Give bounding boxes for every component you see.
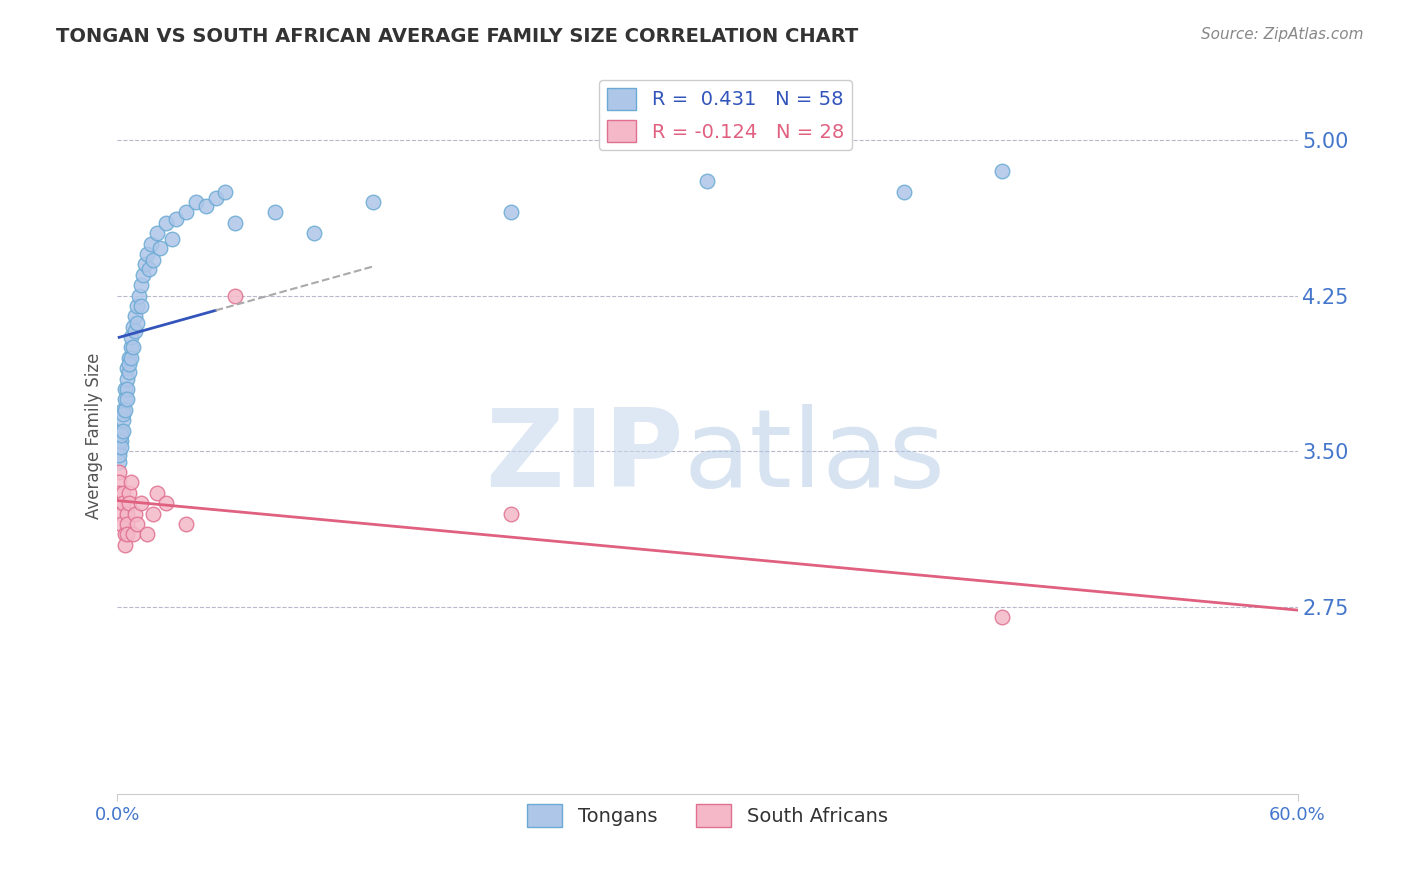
Point bbox=[204, 191, 226, 205]
Point bbox=[184, 195, 207, 210]
Point bbox=[112, 407, 135, 421]
Point bbox=[162, 232, 184, 246]
Point bbox=[135, 527, 157, 541]
Point bbox=[129, 496, 152, 510]
Point bbox=[114, 538, 136, 552]
Point bbox=[991, 610, 1014, 624]
Point bbox=[125, 516, 148, 531]
Point bbox=[129, 278, 152, 293]
Point bbox=[112, 424, 135, 438]
Point bbox=[194, 199, 217, 213]
Point bbox=[118, 496, 141, 510]
Point bbox=[118, 365, 141, 379]
Point bbox=[129, 299, 152, 313]
Point bbox=[110, 427, 132, 442]
Point bbox=[125, 299, 148, 313]
Point bbox=[155, 216, 177, 230]
Point bbox=[139, 236, 162, 251]
Point bbox=[142, 507, 165, 521]
Point bbox=[108, 434, 131, 448]
Point bbox=[893, 185, 915, 199]
Point bbox=[122, 319, 145, 334]
Point bbox=[124, 507, 146, 521]
Point bbox=[991, 164, 1014, 178]
Point bbox=[145, 486, 167, 500]
Point bbox=[112, 496, 135, 510]
Point bbox=[108, 444, 131, 458]
Point bbox=[115, 516, 138, 531]
Point bbox=[115, 392, 138, 407]
Point bbox=[120, 341, 142, 355]
Point bbox=[361, 195, 384, 210]
Point bbox=[142, 253, 165, 268]
Point bbox=[110, 424, 132, 438]
Point bbox=[108, 465, 131, 479]
Point bbox=[118, 486, 141, 500]
Y-axis label: Average Family Size: Average Family Size bbox=[86, 352, 103, 519]
Point bbox=[120, 351, 142, 365]
Point bbox=[118, 351, 141, 365]
Point bbox=[114, 527, 136, 541]
Point bbox=[110, 496, 132, 510]
Point bbox=[224, 288, 246, 302]
Point bbox=[110, 507, 132, 521]
Point bbox=[108, 475, 131, 490]
Point bbox=[115, 527, 138, 541]
Point bbox=[122, 527, 145, 541]
Point bbox=[114, 402, 136, 417]
Point bbox=[110, 434, 132, 448]
Point bbox=[120, 330, 142, 344]
Point bbox=[128, 288, 150, 302]
Point bbox=[124, 324, 146, 338]
Point bbox=[138, 261, 160, 276]
Point bbox=[112, 402, 135, 417]
Point bbox=[125, 316, 148, 330]
Text: atlas: atlas bbox=[683, 404, 946, 510]
Point bbox=[155, 496, 177, 510]
Point bbox=[108, 449, 131, 463]
Legend: Tongans, South Africans: Tongans, South Africans bbox=[519, 797, 896, 835]
Text: Source: ZipAtlas.com: Source: ZipAtlas.com bbox=[1201, 27, 1364, 42]
Point bbox=[110, 440, 132, 454]
Point bbox=[135, 247, 157, 261]
Text: TONGAN VS SOUTH AFRICAN AVERAGE FAMILY SIZE CORRELATION CHART: TONGAN VS SOUTH AFRICAN AVERAGE FAMILY S… bbox=[56, 27, 859, 45]
Point bbox=[110, 516, 132, 531]
Point bbox=[108, 455, 131, 469]
Point bbox=[114, 382, 136, 396]
Point bbox=[499, 507, 522, 521]
Point bbox=[115, 382, 138, 396]
Text: ZIP: ZIP bbox=[485, 404, 683, 510]
Point bbox=[145, 226, 167, 240]
Point bbox=[124, 310, 146, 324]
Point bbox=[115, 371, 138, 385]
Point bbox=[122, 341, 145, 355]
Point bbox=[224, 216, 246, 230]
Point bbox=[115, 507, 138, 521]
Point bbox=[174, 205, 197, 219]
Point bbox=[499, 205, 522, 219]
Point bbox=[108, 486, 131, 500]
Point bbox=[114, 392, 136, 407]
Point bbox=[134, 257, 156, 271]
Point bbox=[112, 413, 135, 427]
Point bbox=[118, 357, 141, 371]
Point bbox=[302, 226, 325, 240]
Point bbox=[263, 205, 285, 219]
Point bbox=[165, 211, 187, 226]
Point bbox=[115, 361, 138, 376]
Point bbox=[174, 516, 197, 531]
Point bbox=[149, 241, 172, 255]
Point bbox=[112, 486, 135, 500]
Point bbox=[132, 268, 155, 282]
Point bbox=[214, 185, 236, 199]
Point bbox=[696, 174, 718, 188]
Point bbox=[120, 475, 142, 490]
